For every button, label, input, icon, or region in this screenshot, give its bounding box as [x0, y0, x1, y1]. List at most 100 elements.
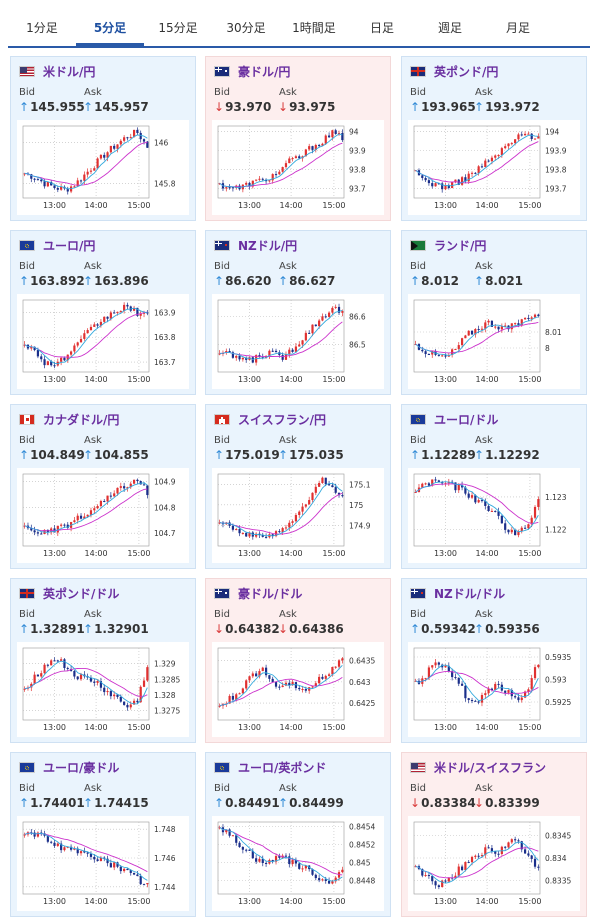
- candle-body: [86, 171, 89, 175]
- currency-pair-link[interactable]: 豪ドル/円: [214, 63, 290, 79]
- bid-price: 0.84491: [225, 796, 280, 810]
- candle-body: [228, 829, 231, 836]
- currency-card[interactable]: カナダドル/円 Bid Ask ↑104.849 ↑104.855 13:00 14:00 1…: [10, 404, 196, 569]
- chart-container[interactable]: 13:00 14:00 15:00 0.6435 0.643 0.6425: [212, 642, 384, 737]
- up-arrow-icon: ↑: [83, 274, 94, 288]
- tab-timeframe-7[interactable]: 月足: [505, 21, 530, 35]
- chart-container[interactable]: 13:00 14:00 15:00 1.748 1.746 1.744: [17, 816, 189, 911]
- candle-body: [294, 859, 298, 864]
- tab-timeframe-0[interactable]: 1分足: [26, 21, 58, 35]
- candle-body: [484, 160, 487, 168]
- candle-body: [460, 683, 464, 686]
- chart-container[interactable]: 13:00 14:00 15:00 104.9 104.8 104.7: [17, 468, 189, 563]
- currency-pair-link[interactable]: カナダドル/円: [19, 411, 119, 427]
- candle-body: [218, 353, 221, 355]
- candle-body: [231, 352, 235, 358]
- tab-timeframe-2[interactable]: 15分足: [158, 21, 198, 35]
- currency-card[interactable]: 米ドル/スイスフラン Bid Ask ↓0.83384 ↓0.83399 13:00 14:…: [401, 752, 587, 917]
- currency-card[interactable]: ユーロ/円 Bid Ask ↑163.892 ↑163.896 13:00 14:00 15:…: [10, 230, 196, 395]
- currency-pair-link[interactable]: ユーロ/円: [19, 237, 95, 253]
- candle-body: [30, 528, 33, 531]
- currency-pair-link[interactable]: スイスフラン/円: [214, 411, 326, 427]
- tab-timeframe-3[interactable]: 30分足: [226, 21, 266, 35]
- candle-body: [83, 516, 86, 519]
- candle-body: [264, 536, 268, 538]
- currency-card[interactable]: スイスフラン/円 Bid Ask ↑175.019 ↑175.035 13:00 14:00…: [205, 404, 391, 569]
- moving-average-line: [219, 677, 343, 707]
- chart-container[interactable]: 13:00 14:00 15:00 1.123 1.122: [408, 468, 580, 563]
- currency-card[interactable]: ユーロ/ドル Bid Ask ↑1.12289 ↑1.12292 13:00 14:00 15…: [401, 404, 587, 569]
- currency-pair-link[interactable]: 米ドル/スイスフラン: [410, 759, 546, 775]
- up-arrow-icon: ↑: [410, 448, 421, 462]
- candle-body: [235, 835, 238, 843]
- currency-pair-link[interactable]: 英ポンド/ドル: [19, 585, 119, 601]
- currency-pair-link[interactable]: ランド/円: [410, 237, 486, 253]
- currency-pair-link[interactable]: ユーロ/豪ドル: [19, 759, 119, 775]
- candle-body: [494, 510, 497, 512]
- chart-container[interactable]: 13:00 14:00 15:00 94 93.9 93.8 93.7: [212, 120, 384, 215]
- candle-body: [434, 479, 437, 481]
- candle-body: [69, 351, 73, 355]
- candle-body: [523, 527, 527, 529]
- ask-label: Ask: [475, 609, 493, 620]
- candle-body: [421, 175, 424, 178]
- chart-container[interactable]: 13:00 14:00 15:00 146 145.8: [17, 120, 189, 215]
- candle-body: [99, 501, 103, 507]
- moving-average-line-short: [24, 832, 148, 881]
- candle-body: [274, 174, 278, 176]
- candle-body: [93, 681, 96, 683]
- chart-container[interactable]: 13:00 14:00 15:00 163.9 163.8 163.7: [17, 294, 189, 389]
- x-tick-label: 14:00: [85, 201, 108, 210]
- ask-value: ↑193.972: [474, 100, 540, 114]
- currency-card[interactable]: NZドル/円 Bid Ask ↑86.620 ↑86.627 13:00 14:00 15:0…: [205, 230, 391, 395]
- chart-container[interactable]: 13:00 14:00 15:00 86.6 86.5: [212, 294, 384, 389]
- candle-body: [119, 310, 122, 312]
- chart-container[interactable]: 13:00 14:00 15:00 175.1 175 174.9: [212, 468, 384, 563]
- currency-pair-link[interactable]: 米ドル/円: [19, 63, 95, 79]
- currency-pair-link[interactable]: 英ポンド/円: [410, 63, 498, 79]
- candle-body: [504, 523, 507, 530]
- candlestick-chart: 13:00 14:00 15:00 163.9 163.8 163.7: [22, 299, 176, 384]
- candle-body: [73, 186, 76, 188]
- chart-container[interactable]: 13:00 14:00 15:00 0.8454 0.8452 0.845 0.8448: [212, 816, 384, 911]
- bid-label: Bid: [214, 609, 230, 620]
- up-arrow-icon: ↑: [278, 796, 289, 810]
- currency-card[interactable]: 豪ドル/ドル Bid Ask ↓0.64382 ↓0.64386 13:00 14:00 15…: [205, 578, 391, 743]
- tab-timeframe-6[interactable]: 週足: [437, 21, 462, 35]
- candle-body: [464, 177, 467, 182]
- chart-container[interactable]: 13:00 14:00 15:00 0.5935 0.593 0.5925: [408, 642, 580, 737]
- candle-body: [487, 320, 490, 323]
- chart-container[interactable]: 13:00 14:00 15:00 8.01 8: [408, 294, 580, 389]
- up-arrow-icon: ↑: [83, 622, 94, 636]
- candle-body: [517, 323, 520, 326]
- chart-container[interactable]: 13:00 14:00 15:00 194 193.9 193.8 193.7: [408, 120, 580, 215]
- y-tick-label: 163.8: [154, 333, 176, 342]
- currency-pair-link[interactable]: ユーロ/英ポンド: [214, 759, 326, 775]
- currency-card[interactable]: 豪ドル/円 Bid Ask ↓93.970 ↓93.975 13:00 14:00 15:00…: [205, 56, 391, 221]
- currency-card[interactable]: 英ポンド/円 Bid Ask ↑193.965 ↑193.972 13:00 14:00 15…: [401, 56, 587, 221]
- currency-pair-link[interactable]: ユーロ/ドル: [410, 411, 498, 427]
- ask-price: 1.12292: [485, 448, 540, 462]
- currency-card[interactable]: NZドル/ドル Bid Ask ↑0.59342 ↑0.59356 13:00 14:00 1…: [401, 578, 587, 743]
- currency-card[interactable]: ユーロ/英ポンド Bid Ask ↑0.84491 ↑0.84499 13:00 14:00…: [205, 752, 391, 917]
- tab-timeframe-4[interactable]: 1時間足: [292, 21, 336, 35]
- candle-body: [113, 312, 116, 314]
- currency-card[interactable]: ランド/円 Bid Ask ↑8.012 ↑8.021 13:00 14:00 15:00 8.…: [401, 230, 587, 395]
- currency-card[interactable]: 米ドル/円 Bid Ask ↑145.955 ↑145.957 13:00 14:00 15:…: [10, 56, 196, 221]
- currency-card[interactable]: ユーロ/豪ドル Bid Ask ↑1.74401 ↑1.74415 13:00 14:00 1…: [10, 752, 196, 917]
- tab-timeframe-1[interactable]: 5分足: [76, 10, 144, 46]
- currency-card[interactable]: 英ポンド/ドル Bid Ask ↑1.32891 ↑1.32901 13:00 14:00 1…: [10, 578, 196, 743]
- currency-pair-link[interactable]: NZドル/円: [214, 237, 297, 253]
- candle-body: [314, 874, 317, 879]
- candle-body: [530, 678, 533, 690]
- chart-container[interactable]: 13:00 14:00 15:00 0.8345 0.834 0.8335: [408, 816, 580, 911]
- y-tick-label: 8: [545, 344, 550, 353]
- tab-timeframe-5[interactable]: 日足: [369, 21, 394, 35]
- x-tick-label: 14:00: [476, 723, 499, 732]
- moving-average-line: [24, 668, 148, 697]
- currency-pair-link[interactable]: NZドル/ドル: [410, 585, 505, 601]
- bid-price: 86.620: [225, 274, 272, 288]
- currency-pair-link[interactable]: 豪ドル/ドル: [214, 585, 302, 601]
- up-arrow-icon: ↑: [410, 622, 421, 636]
- chart-container[interactable]: 13:00 14:00 15:00 1.329 1.3285 1.328 1.3275: [17, 642, 189, 737]
